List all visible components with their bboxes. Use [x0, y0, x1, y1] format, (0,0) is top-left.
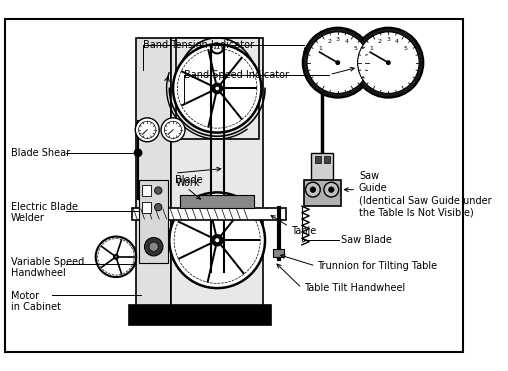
Circle shape [173, 44, 261, 132]
Circle shape [212, 83, 223, 94]
Text: Saw Blade: Saw Blade [340, 235, 391, 245]
Text: 2: 2 [327, 39, 331, 44]
Bar [304, 180, 340, 206]
Circle shape [113, 255, 118, 259]
Text: Blade Shear: Blade Shear [11, 148, 70, 158]
Text: Work: Work [176, 178, 200, 188]
Bar [136, 38, 171, 318]
Bar [180, 195, 254, 208]
Text: 4: 4 [395, 39, 399, 44]
Text: Band Speed Indicator: Band Speed Indicator [184, 70, 289, 80]
Circle shape [336, 61, 339, 65]
Bar [273, 249, 284, 257]
Circle shape [211, 234, 223, 246]
Text: Blade: Blade [175, 175, 203, 185]
Bar [311, 153, 333, 203]
Circle shape [149, 242, 158, 251]
Text: 5: 5 [353, 46, 357, 50]
Bar [176, 38, 259, 139]
Circle shape [305, 182, 320, 197]
Circle shape [354, 28, 423, 98]
Text: Band Tension Indicator: Band Tension Indicator [143, 40, 253, 50]
Circle shape [329, 187, 334, 193]
Bar [324, 155, 330, 163]
Text: 3: 3 [336, 37, 340, 42]
Bar [171, 38, 263, 318]
Text: 5: 5 [404, 46, 408, 50]
Circle shape [144, 237, 163, 256]
Text: 1: 1 [369, 46, 373, 50]
Bar [139, 180, 169, 263]
Circle shape [161, 118, 185, 142]
Text: Trunnion for Tilting Table: Trunnion for Tilting Table [318, 261, 437, 271]
Circle shape [303, 28, 373, 98]
Circle shape [169, 193, 265, 288]
Bar [129, 305, 271, 325]
Text: Table Tilt Handwheel: Table Tilt Handwheel [304, 283, 405, 293]
Circle shape [387, 61, 390, 65]
Text: Motor
in Cabinet: Motor in Cabinet [11, 291, 61, 312]
Text: Electric Blade
Welder: Electric Blade Welder [11, 201, 78, 223]
Bar [142, 185, 151, 196]
Circle shape [215, 238, 219, 243]
Circle shape [324, 182, 339, 197]
Circle shape [135, 118, 159, 142]
Text: 4: 4 [344, 39, 348, 44]
Bar [142, 201, 151, 213]
Text: Table: Table [291, 226, 316, 236]
Circle shape [115, 256, 117, 258]
Text: 1: 1 [319, 46, 322, 50]
Text: 3: 3 [387, 37, 390, 42]
Text: Variable Speed
Handwheel: Variable Speed Handwheel [11, 257, 84, 278]
Bar [315, 155, 321, 163]
Circle shape [310, 187, 315, 193]
Circle shape [134, 149, 142, 157]
Circle shape [154, 187, 162, 194]
Text: 2: 2 [378, 39, 382, 44]
Circle shape [154, 203, 162, 211]
Bar [132, 208, 286, 220]
Circle shape [215, 86, 219, 91]
Circle shape [307, 32, 368, 93]
Circle shape [96, 237, 136, 277]
Circle shape [358, 32, 419, 93]
Text: Saw
Guide
(Identical Saw Guide under
the Table Is Not Visible): Saw Guide (Identical Saw Guide under the… [359, 171, 492, 218]
